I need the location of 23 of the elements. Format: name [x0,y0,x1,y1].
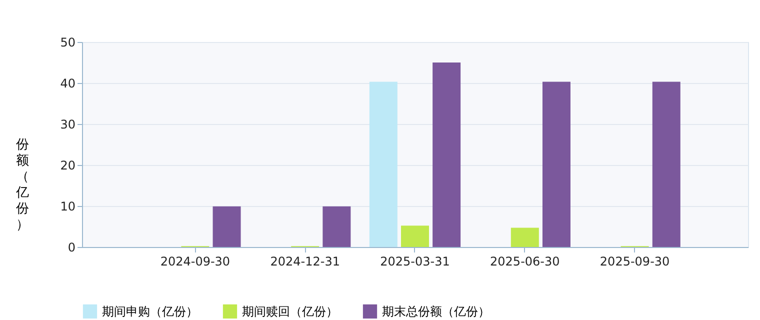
y-axis-title: 份额（亿份） [15,138,29,232]
legend-label: 期间申购（亿份） [102,304,198,318]
legend-label: 期末总份额（亿份） [382,304,490,318]
bar [401,226,429,247]
bar [212,206,241,247]
y-tick-label: 10 [60,200,76,214]
x-tick-label: 2025-09-30 [600,254,670,268]
y-tick-label: 30 [60,118,76,132]
x-tick-label: 2024-09-30 [160,254,230,268]
y-tick-label: 0 [68,240,76,254]
bar [510,228,539,247]
bar [652,82,680,247]
x-tick-label: 2025-06-30 [490,254,560,268]
x-tick-label: 2024-12-31 [270,254,340,268]
y-tick-label: 40 [60,76,76,90]
legend-label: 期间赎回（亿份） [242,304,338,318]
bar [369,82,398,247]
y-tick-label: 50 [60,36,76,50]
y-tick-label: 20 [60,158,76,172]
x-tick-label: 2025-03-31 [380,254,450,268]
bar [322,206,351,247]
bar [542,82,570,247]
bar [432,62,461,247]
